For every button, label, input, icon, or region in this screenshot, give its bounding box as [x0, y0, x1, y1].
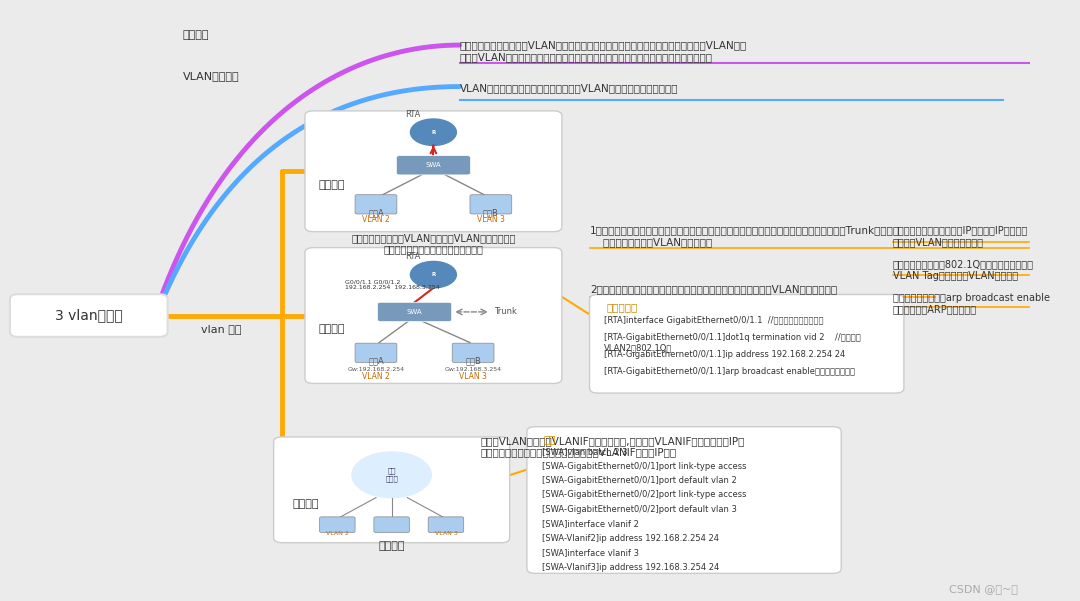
FancyBboxPatch shape: [305, 248, 562, 383]
Text: 配置: 配置: [543, 435, 556, 445]
Circle shape: [410, 119, 457, 145]
FancyBboxPatch shape: [453, 343, 494, 362]
Circle shape: [410, 261, 457, 288]
Text: VLAN 3: VLAN 3: [477, 215, 504, 224]
Text: Gw:192.168.2.254: Gw:192.168.2.254: [348, 367, 405, 373]
Text: VLAN 3: VLAN 3: [434, 531, 458, 536]
Text: [SWA]interface vlanif 2: [SWA]interface vlanif 2: [541, 519, 638, 528]
Text: 需要在子接口上配置802.1Q封装，来剥掉和添加
VLAN Tag，从而实现VLAN间互通。: 需要在子接口上配置802.1Q封装，来剥掉和添加 VLAN Tag，从而实现VL…: [893, 260, 1034, 281]
FancyBboxPatch shape: [590, 294, 904, 393]
Text: [RTA-GigabitEthernet0/0/1.1]arp broadcast enable（请求广播传送）: [RTA-GigabitEthernet0/0/1.1]arp broadcas…: [604, 367, 855, 376]
Text: 主机B: 主机B: [465, 356, 481, 365]
Text: SWA: SWA: [407, 309, 422, 315]
Text: [SWA]interface vlanif 3: [SWA]interface vlanif 3: [541, 548, 638, 557]
Text: VLAN 3: VLAN 3: [459, 371, 487, 380]
Text: Trunk: Trunk: [494, 308, 517, 316]
Text: 路由器配置: 路由器配置: [606, 302, 637, 313]
Text: 引入背景: 引入背景: [183, 30, 210, 40]
FancyBboxPatch shape: [355, 195, 396, 214]
FancyBboxPatch shape: [470, 195, 512, 214]
Text: Gw:192.168.3.254: Gw:192.168.3.254: [445, 367, 501, 373]
Text: [SWA-GigabitEthernet0/0/2]port link-type access: [SWA-GigabitEthernet0/0/2]port link-type…: [541, 490, 746, 499]
Text: 2．在路由器上需要创建子接口一个子接口代表了一条归属于某个VLAN的逻辑链路。: 2．在路由器上需要创建子接口一个子接口代表了一条归属于某个VLAN的逻辑链路。: [590, 284, 837, 294]
FancyBboxPatch shape: [396, 156, 471, 175]
FancyBboxPatch shape: [428, 517, 463, 532]
Text: R: R: [431, 130, 435, 135]
Text: RTA: RTA: [405, 109, 420, 118]
Text: 必须为每个子接口分配一个IP地址，该IP地址与子
接口所属VLAN位于同一网段。: 必须为每个子接口分配一个IP地址，该IP地址与子 接口所属VLAN位于同一网段。: [893, 225, 1028, 247]
FancyBboxPatch shape: [273, 437, 510, 543]
Text: VLAN的局限性: VLAN的局限性: [183, 72, 240, 81]
Text: 三层交换: 三层交换: [293, 499, 319, 508]
Text: [SWA-Vlanif2]ip address 192.168.2.254 24: [SWA-Vlanif2]ip address 192.168.2.254 24: [541, 534, 718, 543]
Text: 为每个VLAN创建一个VLANIF接口作为网关,并给每个VLANIF接口配置一个IP地
址，用户设置的默省网关就是三层交换机中VLANIF接口的IP地址: 为每个VLAN创建一个VLANIF接口作为网关,并给每个VLANIF接口配置一个…: [481, 436, 745, 457]
Text: [RTA-GigabitEthernet0/0/1.1]dot1q termination vid 2    //终结带有
VLAN2的802.1Q帧: [RTA-GigabitEthernet0/0/1.1]dot1q termin…: [604, 333, 861, 352]
Text: [SWA-GigabitEthernet0/0/2]port default vlan 3: [SWA-GigabitEthernet0/0/2]port default v…: [541, 505, 737, 514]
Text: [RTA]interface GigabitEthernet0/0/1.1  //创建并进入子接口界面: [RTA]interface GigabitEthernet0/0/1.1 //…: [604, 316, 824, 325]
Circle shape: [352, 452, 431, 498]
Text: 多臂路由: 多臂路由: [319, 180, 345, 190]
Text: VLAN在分割广播域的同时也限制了不同VLAN间的主机进行二层通信。: VLAN在分割广播域的同时也限制了不同VLAN间的主机进行二层通信。: [459, 83, 678, 93]
Text: vlan 路由: vlan 路由: [201, 325, 241, 334]
Text: 3 vlan间路由: 3 vlan间路由: [55, 308, 123, 323]
Text: 三层
交换机: 三层 交换机: [386, 468, 399, 482]
FancyBboxPatch shape: [10, 294, 167, 337]
Text: 在二层交换机上配置VLAN，每一个VLAN使用一条独占
的物理链路连接到路由器的一个接口上: 在二层交换机上配置VLAN，每一个VLAN使用一条独占 的物理链路连接到路由器的…: [351, 233, 515, 254]
FancyBboxPatch shape: [527, 427, 841, 573]
Text: SWA: SWA: [426, 162, 442, 168]
Text: [SWA]vlan batch 2 3: [SWA]vlan batch 2 3: [541, 447, 627, 456]
Text: 传统交换机不能实现不同VLAN间的二层报文转发，因此必须引入路由技术来实现不同VLAN间的
通信。VLAN路由可以通过二层交换机配合路由器来实现，也可以通过三层: 传统交换机不能实现不同VLAN间的二层报文转发，因此必须引入路由技术来实现不同V…: [459, 40, 746, 62]
Text: 单臂路由: 单臂路由: [319, 325, 345, 334]
Text: 三层交换: 三层交换: [378, 541, 405, 551]
Text: CSDN @姣~晓: CSDN @姣~晓: [949, 584, 1018, 594]
FancyBboxPatch shape: [374, 517, 409, 532]
Text: RTA: RTA: [405, 252, 420, 261]
Text: [SWA-GigabitEthernet0/0/1]port default vlan 2: [SWA-GigabitEthernet0/0/1]port default v…: [541, 476, 737, 485]
Text: G0/0/1.1 G0/0/1.2
192.168.2.254  192.168.3.254: G0/0/1.1 G0/0/1.2 192.168.2.254 192.168.…: [345, 279, 440, 290]
Text: R: R: [431, 272, 435, 277]
Text: VLAN 2: VLAN 2: [326, 531, 349, 536]
Text: 1．交换机和路由器之间仅使用一条物理链路连接在交换机上，把连接到路由器的端口配置成Trunk类型的
    端口，并允许相关VLAN的帧通过。: 1．交换机和路由器之间仅使用一条物理链路连接在交换机上，把连接到路由器的端口配置…: [590, 225, 894, 247]
Text: VLAN 2: VLAN 2: [362, 215, 390, 224]
FancyBboxPatch shape: [320, 517, 355, 532]
FancyBboxPatch shape: [355, 343, 396, 362]
Text: VLAN 2: VLAN 2: [362, 371, 390, 380]
Text: 主机A: 主机A: [368, 208, 383, 217]
Text: [SWA-Vlanif3]ip address 192.168.3.254 24: [SWA-Vlanif3]ip address 192.168.3.254 24: [541, 563, 719, 572]
Text: 主机A: 主机A: [368, 356, 383, 365]
Text: 主机B: 主机B: [483, 208, 499, 217]
Text: 在子接口上执行命令arp broadcast enable
使能子接口的ARP广播功能。: 在子接口上执行命令arp broadcast enable 使能子接口的ARP广…: [893, 293, 1050, 314]
FancyBboxPatch shape: [305, 111, 562, 232]
FancyBboxPatch shape: [378, 302, 451, 322]
Text: [RTA-GigabitEthernet0/0/1.1]ip address 192.168.2.254 24: [RTA-GigabitEthernet0/0/1.1]ip address 1…: [604, 350, 846, 359]
Text: [SWA-GigabitEthernet0/0/1]port link-type access: [SWA-GigabitEthernet0/0/1]port link-type…: [541, 462, 746, 471]
